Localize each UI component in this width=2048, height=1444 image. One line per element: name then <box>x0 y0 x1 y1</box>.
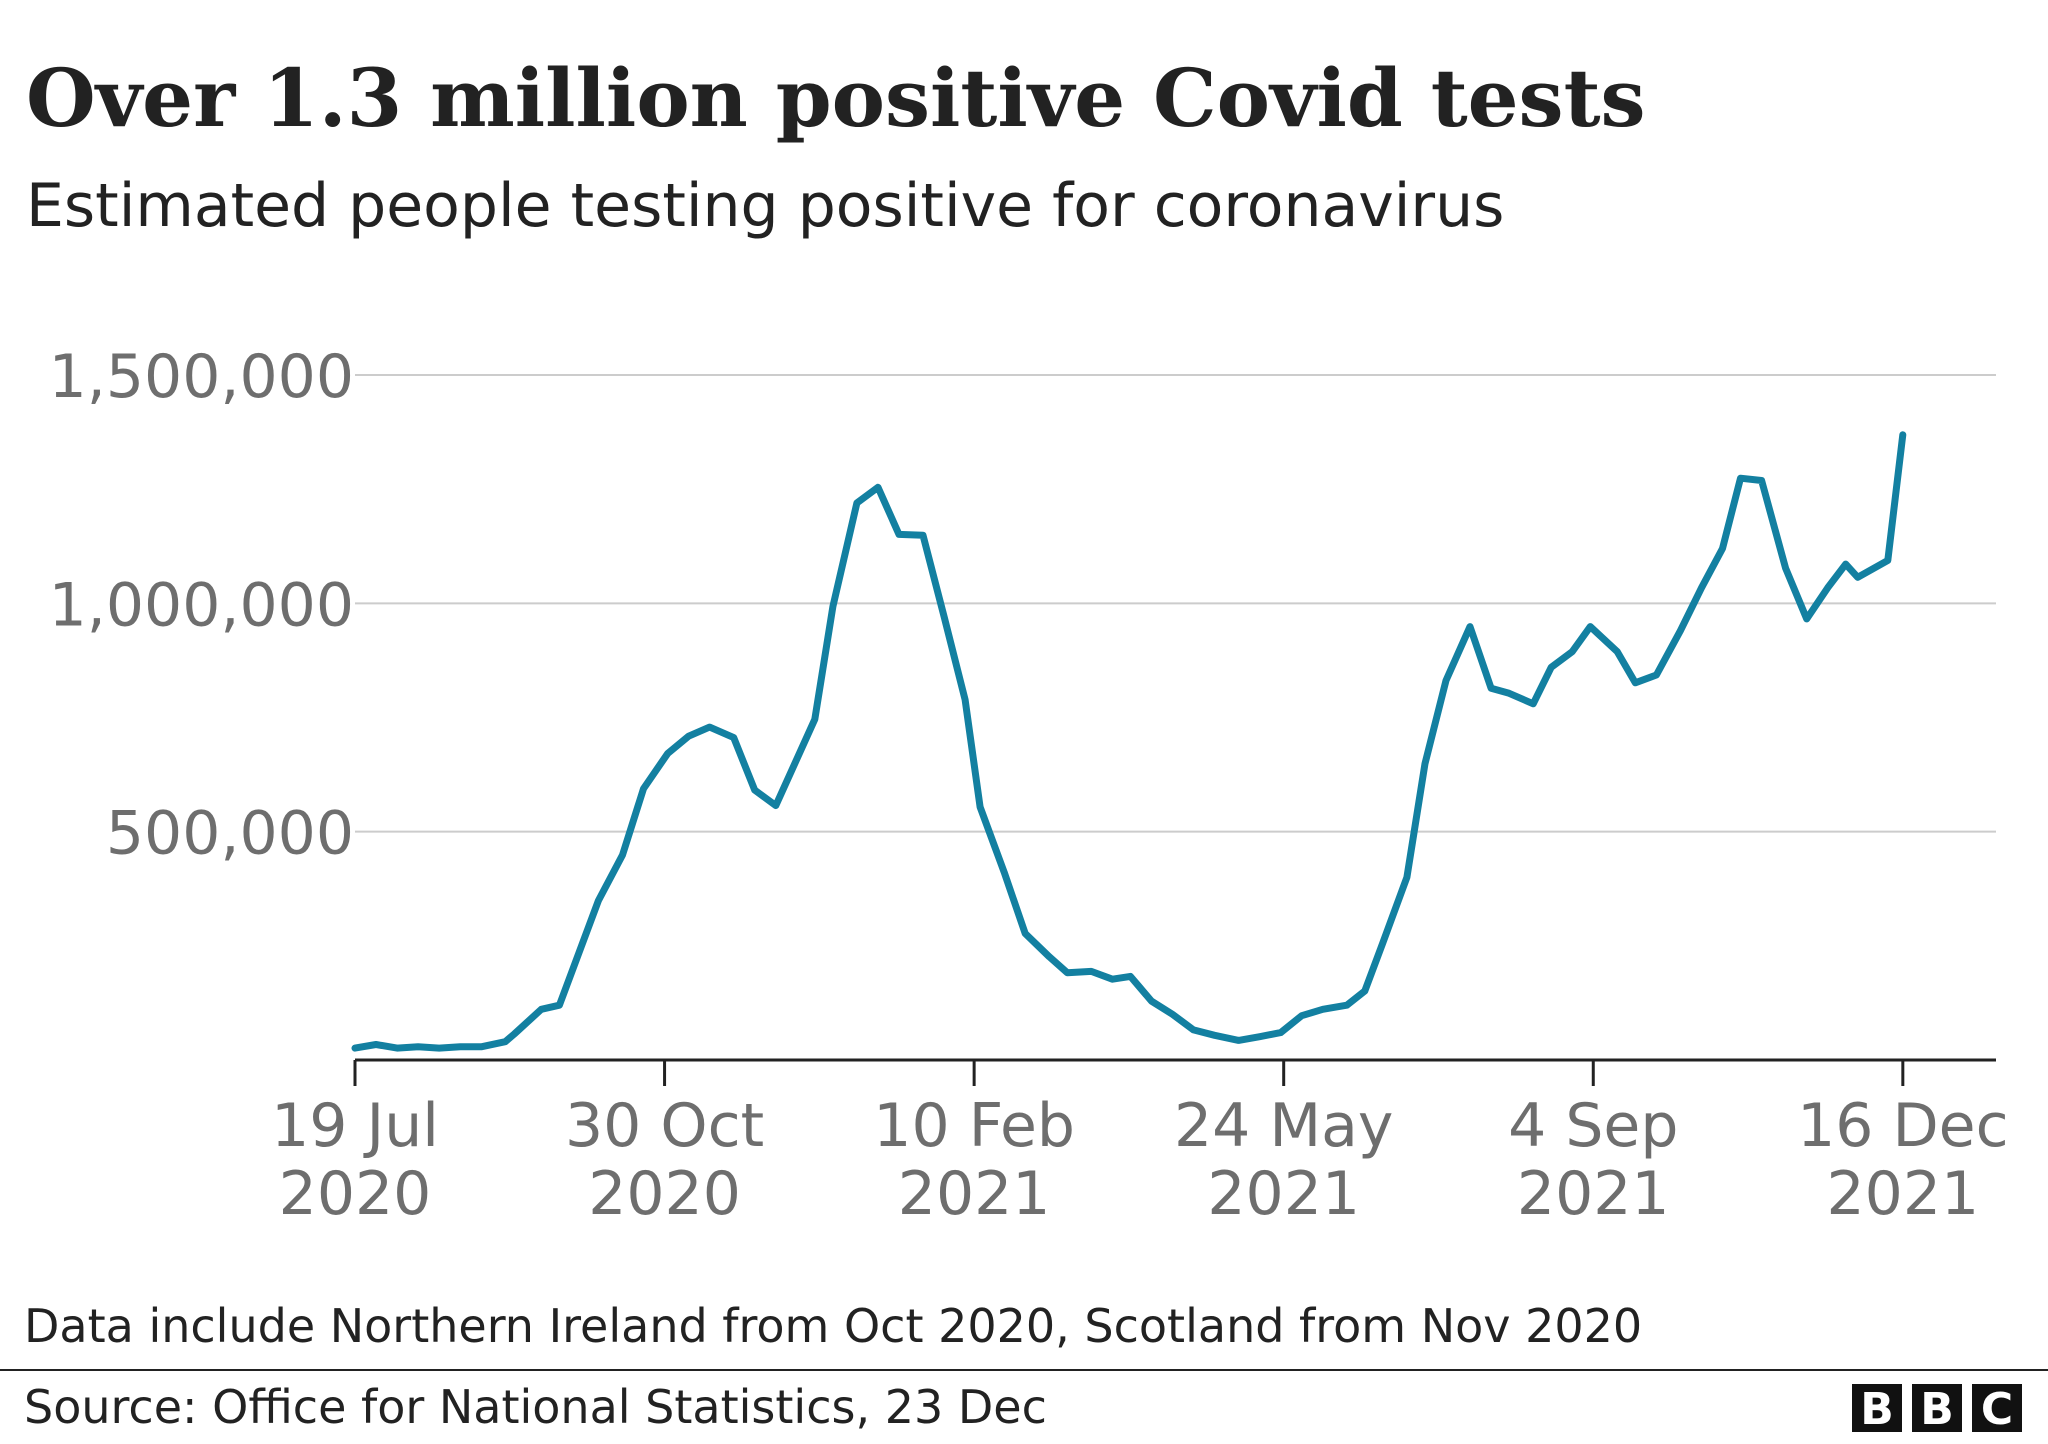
x-tick-label: 4 Sep 2021 <box>1508 1091 1678 1229</box>
data-line <box>351 431 1907 1052</box>
logo-letter: B <box>1920 1384 1954 1435</box>
chart-subtitle: Estimated people testing positive for co… <box>26 171 1504 241</box>
logo-letter: B <box>1860 1384 1894 1435</box>
logo-block <box>1972 1384 2022 1432</box>
logo: B B C <box>1852 1384 2022 1435</box>
logo-letter: C <box>1981 1384 2013 1435</box>
y-tick-label: 500,000 <box>106 799 354 869</box>
x-tick-label: 19 Jul 2020 <box>271 1091 439 1229</box>
x-tick-label: 30 Oct 2020 <box>565 1091 764 1229</box>
chart-title: Over 1.3 million positive Covid tests <box>26 51 1646 145</box>
x-tick-label: 16 Dec 2021 <box>1797 1091 2009 1229</box>
source: Source: Office for National Statistics, … <box>24 1380 1047 1434</box>
logo-block <box>1912 1384 1962 1432</box>
y-tick-label: 1,500,000 <box>49 342 354 412</box>
footnote: Data include Northern Ireland from Oct 2… <box>24 1299 1642 1353</box>
logo-block <box>1852 1384 1902 1432</box>
x-tick-label: 24 May 2021 <box>1174 1091 1393 1229</box>
y-tick-label: 1,000,000 <box>49 570 354 640</box>
x-tick-label: 10 Feb 2021 <box>873 1091 1075 1229</box>
